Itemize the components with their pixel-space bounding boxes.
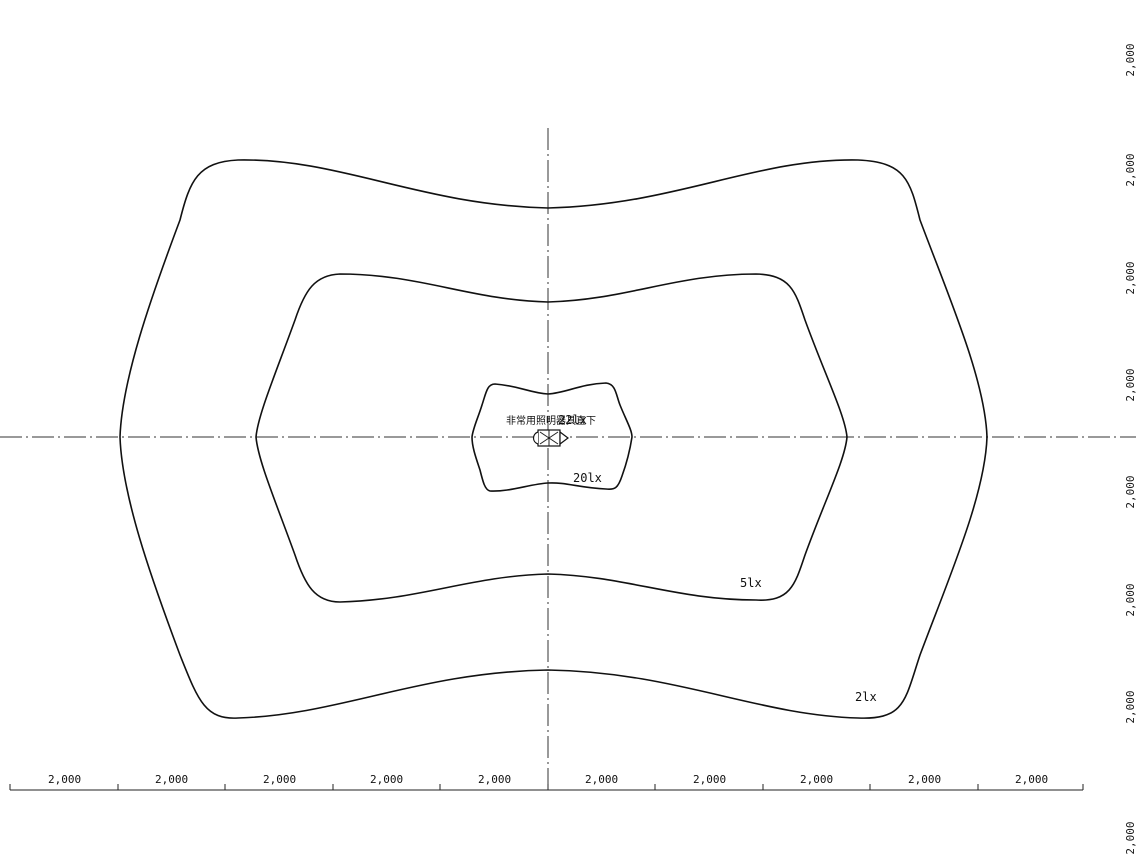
h-dim-label: 2,000 — [155, 773, 188, 786]
contour-2lx — [119, 159, 988, 719]
luminaire-icon — [532, 429, 569, 447]
h-dim-label: 2,000 — [263, 773, 296, 786]
h-dim-label: 2,000 — [478, 773, 511, 786]
v-dim-label: 2,000 — [1124, 368, 1136, 401]
h-dim-label: 2,000 — [908, 773, 941, 786]
v-dim-label: 2,000 — [1124, 475, 1136, 508]
h-dim-label: 2,000 — [1015, 773, 1048, 786]
v-dim-label: 2,000 — [1124, 821, 1136, 854]
horizontal-dimension-line — [9, 784, 1084, 791]
h-dim-label: 2,000 — [693, 773, 726, 786]
v-dim-label: 2,000 — [1124, 153, 1136, 186]
v-dim-label: 2,000 — [1124, 261, 1136, 294]
h-dim-label: 2,000 — [48, 773, 81, 786]
contour-5lx — [255, 273, 848, 603]
v-dim-label: 2,000 — [1124, 690, 1136, 723]
h-dim-label: 2,000 — [800, 773, 833, 786]
horizontal-dimension-labels: 2,000 2,000 2,000 2,000 2,000 2,000 2,00… — [48, 773, 1048, 786]
vertical-dimension-labels: 2,000 2,000 2,000 2,000 2,000 2,000 2,00… — [1124, 43, 1136, 854]
h-dim-label: 2,000 — [585, 773, 618, 786]
fixture-label: 非常用照明器具直下 — [506, 414, 596, 427]
contour-label-2lx: 2lx — [855, 690, 877, 704]
v-dim-label: 2,000 — [1124, 583, 1136, 616]
fixture-value: 22lx — [558, 413, 587, 427]
contour-label-20lx: 20lx — [573, 471, 602, 485]
h-dim-label: 2,000 — [370, 773, 403, 786]
contour-20lx — [471, 382, 633, 492]
v-dim-label: 2,000 — [1124, 43, 1136, 76]
contour-label-5lx: 5lx — [740, 576, 762, 590]
